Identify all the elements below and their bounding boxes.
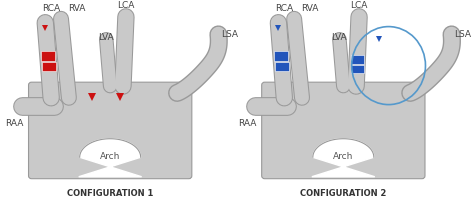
Text: CONFIGURATION 1: CONFIGURATION 1	[67, 189, 154, 198]
Polygon shape	[312, 139, 375, 177]
Bar	[351, 65, 364, 73]
Bar	[42, 62, 55, 71]
Text: LSA: LSA	[221, 30, 238, 39]
Bar	[275, 62, 289, 71]
Text: Arch: Arch	[333, 152, 354, 161]
Text: RAA: RAA	[5, 119, 23, 128]
Text: RAA: RAA	[238, 119, 256, 128]
Bar	[351, 55, 364, 64]
FancyBboxPatch shape	[262, 82, 425, 179]
Polygon shape	[79, 139, 142, 177]
FancyBboxPatch shape	[28, 82, 192, 179]
Bar	[41, 51, 55, 61]
Text: LVA: LVA	[99, 33, 114, 42]
Text: RCA: RCA	[275, 4, 293, 13]
Text: LVA: LVA	[331, 33, 347, 42]
Text: RCA: RCA	[42, 4, 60, 13]
Text: RVA: RVA	[301, 4, 319, 13]
Text: RVA: RVA	[68, 4, 85, 13]
Text: LSA: LSA	[455, 30, 472, 39]
Bar	[274, 51, 288, 61]
Text: Arch: Arch	[100, 152, 120, 161]
Text: LCA: LCA	[117, 1, 135, 10]
Text: CONFIGURATION 2: CONFIGURATION 2	[300, 189, 386, 198]
Text: LCA: LCA	[350, 1, 368, 10]
